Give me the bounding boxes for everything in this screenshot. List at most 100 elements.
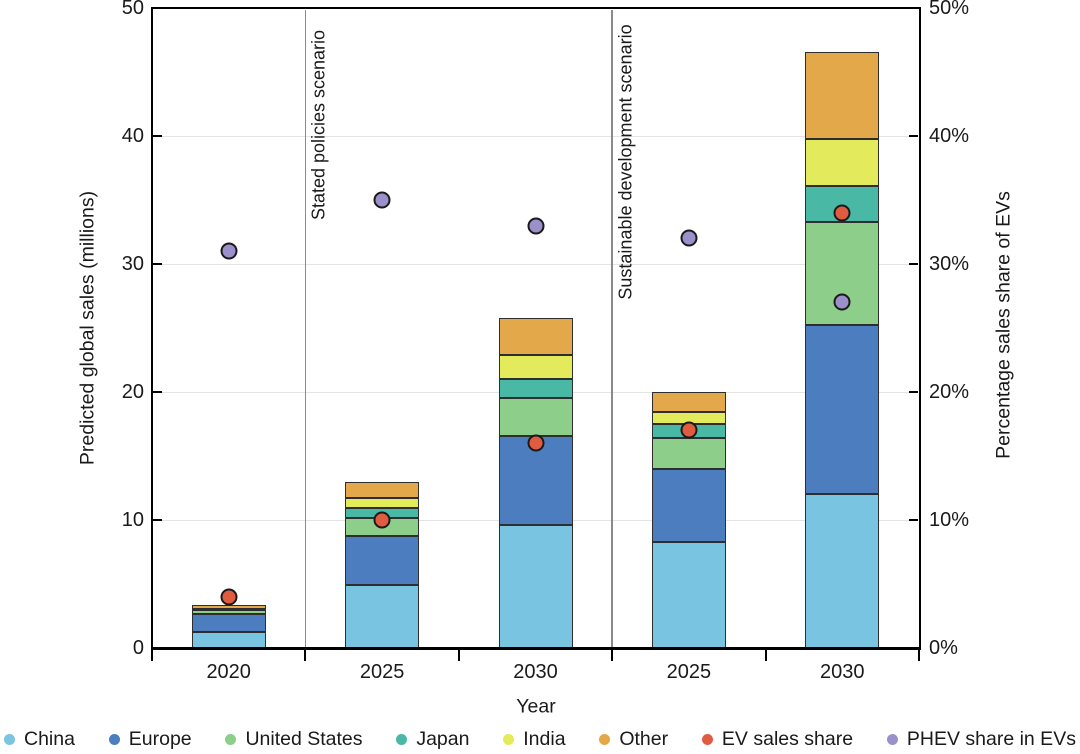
y-tick-right <box>909 391 918 393</box>
legend-swatch-icon <box>225 733 237 745</box>
legend-item-united-states: United States <box>225 727 363 751</box>
x-boundary-tick <box>457 650 460 661</box>
y-tick-label-right: 0% <box>929 637 958 659</box>
legend-swatch-icon <box>701 733 713 745</box>
legend: China Europe United States Japan India Other E… <box>4 726 1076 752</box>
marker-phev-share-in-evs <box>220 242 238 260</box>
scenario-label: Sustainable development scenario <box>615 24 636 300</box>
x-axis-title: Year <box>516 695 556 718</box>
bar-segment-other <box>191 604 266 609</box>
y-tick-left <box>153 391 162 393</box>
y-tick-label-left: 50 <box>121 0 144 19</box>
y-tick-label-left: 10 <box>121 509 144 531</box>
legend-label: Japan <box>416 727 470 750</box>
y-tick-left <box>153 519 162 521</box>
legend-item-china: China <box>4 728 75 751</box>
y-tick-right <box>909 7 918 9</box>
y-tick-label-right: 10% <box>929 509 970 531</box>
y-tick-label-right: 40% <box>929 125 970 147</box>
legend-item-phev-share-in-evs: PHEV share in EVs <box>886 727 1076 751</box>
legend-label: EV sales share <box>721 727 854 750</box>
y-tick-label-left: 40 <box>121 125 144 147</box>
bar-segment-europe <box>191 614 266 632</box>
marker-phev-share-in-evs <box>373 191 391 209</box>
scenario-divider <box>611 10 613 648</box>
axis-spine-top <box>150 7 921 9</box>
bar-segment-other <box>651 392 726 413</box>
legend-item-other: Other <box>599 728 668 751</box>
bar-segment-united-states <box>651 438 726 469</box>
marker-phev-share-in-evs <box>527 217 544 235</box>
y-tick-label-right: 30% <box>929 253 970 275</box>
bar-segment-europe <box>651 468 726 542</box>
legend-swatch-icon <box>396 733 408 745</box>
legend-swatch-icon <box>4 733 15 745</box>
bar-segment-europe <box>345 536 420 586</box>
y-tick-left <box>153 647 162 649</box>
y-tick-label-left: 20 <box>121 381 144 403</box>
legend-swatch-icon <box>108 733 120 745</box>
y-tick-label-left: 30 <box>121 253 144 275</box>
scenario-divider <box>304 10 307 648</box>
marker-ev-sales-share <box>373 511 391 529</box>
y-tick-label-left: 0 <box>132 637 144 659</box>
y-tick-right <box>909 263 918 265</box>
x-tick-label: 2025 <box>359 661 405 683</box>
scenario-label: Stated policies scenario <box>308 29 329 220</box>
y-tick-right <box>909 647 918 649</box>
legend-label: PHEV share in EVs <box>906 727 1076 750</box>
legend-swatch-icon <box>503 733 515 745</box>
bar-segment-india <box>498 354 573 380</box>
y-tick-label-right: 20% <box>929 381 970 403</box>
marker-ev-sales-share <box>680 421 698 439</box>
legend-item-japan: Japan <box>396 728 469 751</box>
legend-label: China <box>24 727 75 750</box>
legend-label: United States <box>245 727 363 750</box>
y-axis-title-left: Predicted global sales (millions) <box>76 190 99 466</box>
axis-spine-right <box>918 7 921 649</box>
x-tick-label: 2030 <box>820 661 865 683</box>
legend-label: India <box>523 727 566 750</box>
legend-label: Other <box>619 727 669 750</box>
legend-swatch-icon <box>599 733 611 745</box>
gridline-40 <box>154 135 917 137</box>
bar-segment-other <box>805 51 880 139</box>
gridline-30 <box>154 263 917 265</box>
legend-swatch-icon <box>886 733 898 745</box>
y-axis-title-right: Percentage sales share of EVs <box>992 191 1015 459</box>
bar-segment-united-states <box>498 398 573 436</box>
x-boundary-tick <box>611 650 614 661</box>
legend-label: Europe <box>128 727 192 750</box>
x-boundary-tick <box>151 650 153 661</box>
bar-segment-india <box>805 138 880 186</box>
bar-segment-other <box>498 317 573 355</box>
x-tick-label: 2020 <box>206 661 251 683</box>
bar-segment-japan <box>498 379 573 399</box>
bar-segment-china <box>498 525 573 648</box>
y-tick-right <box>909 135 918 137</box>
axis-spine-left <box>150 7 153 649</box>
bar-segment-india <box>191 608 266 611</box>
legend-item-ev-sales-share: EV sales share <box>701 727 854 751</box>
bar-segment-india <box>345 497 420 509</box>
marker-ev-sales-share <box>220 588 238 606</box>
y-tick-right <box>909 519 918 521</box>
legend-item-europe: Europe <box>108 727 192 751</box>
x-boundary-tick <box>304 650 307 661</box>
marker-ev-sales-share <box>833 204 851 222</box>
axis-spine-bottom <box>150 646 921 650</box>
legend-item-india: India <box>503 727 566 751</box>
y-tick-left <box>153 135 162 137</box>
marker-ev-sales-share <box>527 434 544 452</box>
marker-phev-share-in-evs <box>833 293 851 311</box>
x-tick-label: 2025 <box>666 661 712 683</box>
bar-segment-europe <box>805 325 880 495</box>
y-tick-left <box>153 7 162 9</box>
bar-segment-china <box>345 585 420 648</box>
marker-phev-share-in-evs <box>680 229 698 247</box>
x-boundary-tick <box>918 650 920 661</box>
y-tick-label-right: 50% <box>929 0 970 19</box>
bar-segment-other <box>345 482 420 498</box>
x-tick-label: 2030 <box>513 661 558 683</box>
